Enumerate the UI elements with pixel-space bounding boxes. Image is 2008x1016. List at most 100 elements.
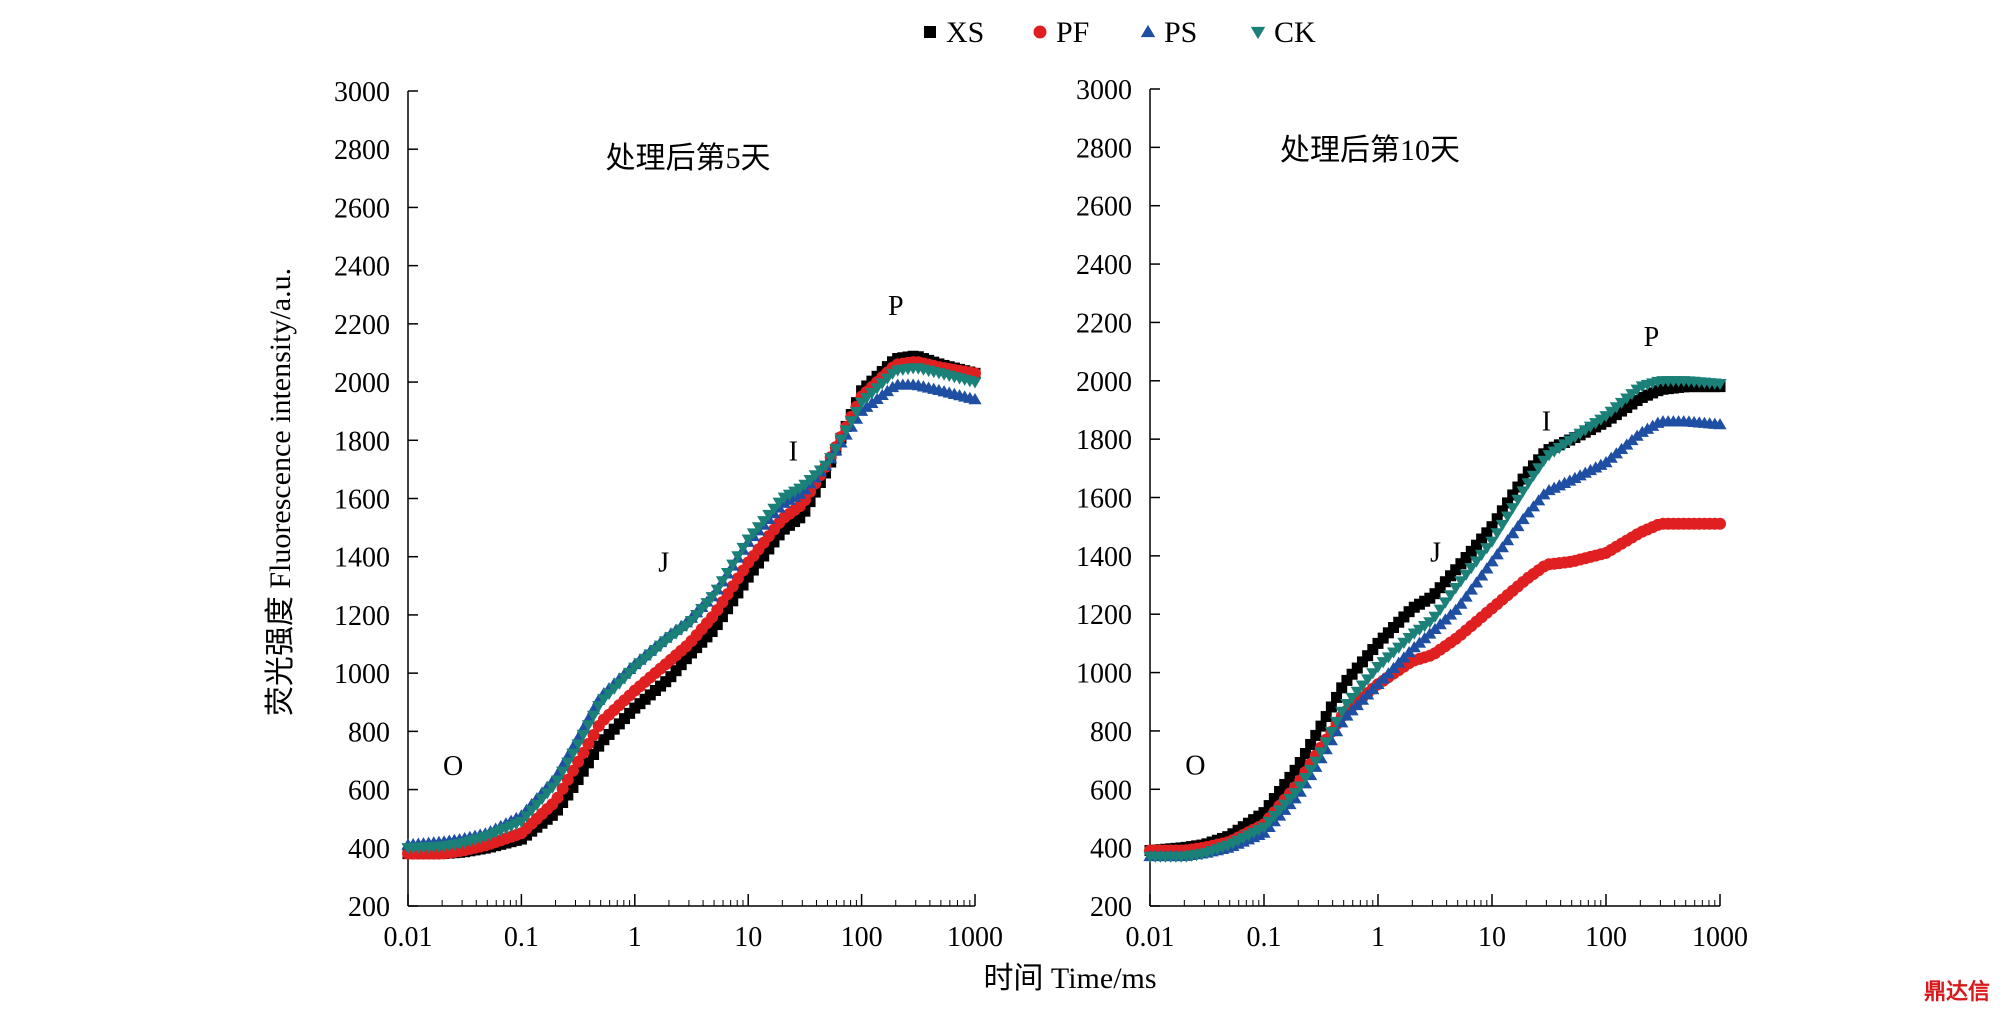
x-tick-label: 1	[1371, 922, 1385, 953]
x-tick-label: 100	[1585, 922, 1627, 953]
series-ps	[401, 378, 982, 850]
y-tick-label: 2600	[1076, 192, 1132, 223]
data-point-ck	[1304, 764, 1318, 777]
data-point-ck	[757, 516, 771, 528]
data-point-ck	[1516, 486, 1530, 498]
data-point-ck	[525, 805, 539, 817]
data-point-ck	[1506, 503, 1520, 515]
chart-panel-day5: 200 400 600 800 1000 1200 1400 1600 1800 2000 2200…	[334, 77, 1003, 953]
data-point-ck	[1350, 686, 1364, 698]
data-point-ck	[849, 406, 864, 419]
x-tick-label: 1	[628, 922, 642, 953]
data-point-ck	[684, 615, 699, 628]
data-point-xs	[1346, 668, 1358, 680]
data-point-ck	[726, 559, 740, 571]
data-point-ck	[566, 748, 580, 760]
data-point-ps	[1475, 569, 1489, 581]
data-point-xs	[1258, 807, 1270, 819]
x-tick-label: 0.01	[1126, 922, 1175, 953]
data-point-xs	[1341, 674, 1353, 686]
data-point-ck	[1459, 569, 1473, 581]
data-point-ps	[1640, 422, 1655, 434]
data-point-xs	[758, 550, 770, 562]
phase-label-o: O	[443, 751, 463, 782]
data-point-xs	[1284, 771, 1296, 783]
data-point-xs	[1481, 527, 1493, 539]
data-point-ck	[741, 534, 755, 546]
data-point-ck	[715, 576, 730, 588]
data-point-xs	[747, 564, 759, 576]
x-tick-label: 10	[734, 922, 762, 953]
y-tick-label: 600	[348, 776, 390, 807]
data-point-ck	[1361, 674, 1375, 686]
series-xs	[402, 350, 981, 860]
data-point-ck	[514, 816, 528, 829]
data-point-ps	[1506, 527, 1520, 539]
data-point-xs	[551, 804, 563, 816]
data-point-ck	[561, 757, 575, 769]
data-point-pf	[587, 728, 600, 741]
data-point-xs	[1445, 570, 1457, 582]
data-point-xs	[763, 543, 775, 555]
data-point-xs	[1496, 505, 1508, 517]
legend-marker-ck	[1250, 26, 1266, 40]
data-point-ck	[844, 416, 858, 428]
data-point-xs	[1263, 800, 1275, 812]
data-point-ck	[1495, 519, 1509, 532]
data-point-pf	[566, 764, 579, 777]
legend-marker-ps	[1140, 24, 1156, 38]
data-point-ck	[762, 509, 776, 522]
data-point-ck	[720, 567, 735, 580]
y-tick-label: 1800	[334, 426, 390, 457]
data-point-ck	[968, 377, 982, 389]
data-point-ck	[617, 673, 632, 685]
y-tick-label: 3000	[1076, 75, 1132, 106]
data-point-ck	[1438, 597, 1452, 609]
data-point-pf	[561, 773, 574, 786]
legend: XS PF PS CK	[924, 16, 1316, 49]
x-tick-label: 0.1	[504, 922, 539, 953]
data-point-ck	[581, 720, 596, 732]
x-tick-label: 10	[1478, 922, 1506, 953]
data-point-xs	[572, 774, 584, 786]
data-point-ps	[1500, 534, 1515, 546]
y-tick-label: 1800	[1076, 425, 1132, 456]
data-point-xs	[1331, 691, 1343, 703]
data-point-xs	[1294, 757, 1306, 769]
data-point-xs	[1455, 558, 1467, 570]
data-point-xs	[557, 797, 569, 809]
data-point-ps	[1464, 583, 1478, 595]
data-point-ps	[1526, 500, 1541, 512]
data-point-ck	[690, 609, 704, 622]
data-point-xs	[722, 603, 734, 615]
data-point-ck	[700, 598, 714, 610]
y-tick-label: 2800	[1076, 133, 1132, 164]
data-point-ck	[1443, 590, 1458, 602]
data-point-ck	[1433, 604, 1447, 616]
phase-label-i: I	[1542, 406, 1551, 437]
data-point-pf	[582, 737, 595, 750]
data-point-xs	[1305, 738, 1317, 750]
data-point-xs	[1460, 552, 1472, 564]
data-point-ck	[1293, 781, 1307, 793]
y-tick-label: 2400	[1076, 250, 1132, 281]
data-point-xs	[588, 748, 600, 760]
data-point-ck	[623, 667, 637, 680]
data-point-ck	[602, 688, 616, 701]
data-point-ck	[1449, 583, 1463, 595]
data-point-ck	[1267, 811, 1281, 823]
y-tick-label: 3000	[334, 77, 390, 108]
x-axis-label: 时间 Time/ms	[983, 962, 1156, 995]
data-point-xs	[799, 505, 811, 517]
data-point-ps	[1454, 597, 1468, 609]
data-point-ck	[1340, 699, 1354, 711]
data-point-ck	[1500, 511, 1515, 523]
data-point-ck	[834, 434, 848, 446]
y-tick-label: 400	[348, 834, 390, 865]
y-tick-label: 2400	[334, 252, 390, 283]
data-point-ck	[1355, 680, 1370, 692]
y-tick-label: 1400	[334, 543, 390, 574]
data-point-ck	[839, 425, 853, 437]
legend-label-xs: XS	[946, 16, 984, 49]
